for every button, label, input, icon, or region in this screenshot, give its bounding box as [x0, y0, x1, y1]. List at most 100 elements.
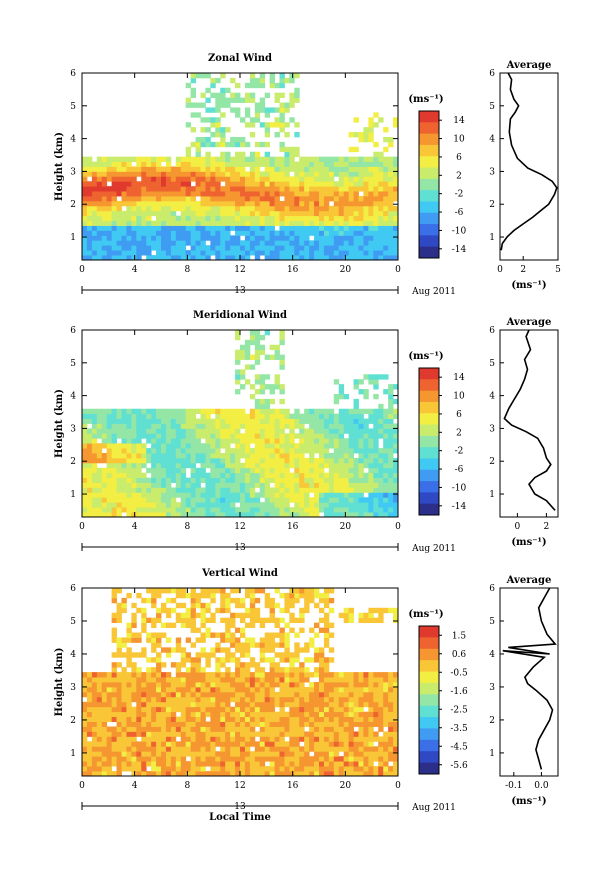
x-tick-label: 12 — [234, 265, 245, 275]
colorbar-label: -3.5 — [450, 724, 468, 734]
y-tick-label: 3 — [70, 167, 76, 177]
y-tick-label: 3 — [70, 424, 76, 434]
colorbar-label: -6 — [455, 208, 464, 218]
heatmap-field — [82, 588, 399, 777]
colorbar-swatch — [419, 458, 439, 471]
colorbar-swatch — [419, 626, 439, 638]
date-day-label: 13 — [234, 286, 246, 296]
x-tick-label: 0 — [395, 265, 401, 275]
panel-title: Zonal Wind — [208, 53, 272, 64]
colorbar: 1.5 0.6 -0.5 -1.6 -2.5 -3.5 -4.5 -5.6 — [418, 625, 468, 775]
colorbar-swatch — [419, 424, 439, 437]
profile-y-tick-label: 5 — [489, 102, 495, 112]
colorbar-swatch — [419, 660, 439, 673]
colorbar-swatch — [419, 235, 439, 248]
profile-y-tick-label: 6 — [489, 69, 495, 79]
colorbar-label: -2 — [455, 447, 464, 457]
profile-x-tick-label: 2 — [520, 265, 526, 275]
profile-y-tick-label: 4 — [489, 392, 495, 402]
colorbar-label: -2.5 — [450, 705, 468, 715]
profile-y-tick-label: 2 — [489, 716, 495, 726]
panel-title: Vertical Wind — [201, 568, 278, 579]
x-tick-label: 12 — [234, 522, 245, 532]
colorbar-frame — [418, 367, 440, 516]
colorbar-unit: (ms⁻¹) — [408, 351, 443, 362]
profile-y-tick-label: 3 — [489, 167, 495, 177]
profile-line — [502, 587, 557, 770]
colorbar-swatch — [419, 212, 439, 225]
profile-y-tick-label: 5 — [489, 617, 495, 627]
colorbar-label: 10 — [453, 392, 465, 402]
profile-y-tick-label: 5 — [489, 359, 495, 369]
profile-x-tick-label: 0 — [497, 265, 503, 275]
colorbar-swatch — [419, 481, 439, 493]
y-axis-label: Height (km) — [54, 132, 65, 201]
y-tick-label: 5 — [70, 359, 76, 369]
profile-title: Average — [506, 317, 552, 328]
y-tick-label: 3 — [70, 683, 76, 693]
profile-x-label: (ms⁻¹) — [511, 280, 546, 291]
y-tick-label: 2 — [70, 716, 76, 726]
x-tick-label: 16 — [287, 522, 299, 532]
colorbar-swatch — [419, 401, 439, 414]
colorbar-swatch — [419, 379, 439, 392]
x-tick-label: 12 — [234, 781, 245, 791]
date-month-label: Aug 2011 — [411, 287, 456, 297]
colorbar-unit: (ms⁻¹) — [408, 94, 443, 105]
colorbar-label: -5.6 — [450, 761, 468, 771]
colorbar-label: -14 — [452, 245, 467, 255]
y-tick-label: 4 — [70, 392, 76, 402]
colorbar-frame — [418, 625, 440, 775]
colorbar-swatch — [419, 648, 439, 661]
colorbar-swatch — [419, 111, 439, 123]
panel-title: Meridional Wind — [193, 310, 287, 321]
colorbar-label: 6 — [456, 410, 462, 420]
y-tick-label: 5 — [70, 617, 76, 627]
heatmap-field — [82, 73, 399, 261]
profile-y-tick-label: 4 — [489, 650, 495, 660]
colorbar-swatch — [419, 390, 439, 403]
colorbar-swatch — [419, 122, 439, 135]
x-tick-label: 8 — [184, 265, 190, 275]
colorbar-label: 10 — [453, 135, 465, 145]
x-tick-label: 20 — [340, 781, 352, 791]
colorbar-swatch — [419, 751, 439, 764]
profile-y-tick-label: 3 — [489, 424, 495, 434]
colorbar-swatch — [419, 144, 439, 157]
colorbar-swatch — [419, 762, 439, 775]
profile-x-tick-label: 0.0 — [534, 781, 549, 791]
y-tick-label: 2 — [70, 457, 76, 467]
profile-y-tick-label: 2 — [489, 457, 495, 467]
y-axis-label: Height (km) — [54, 389, 65, 458]
colorbar: 14 10 6 2 -2 -6 -10 -14 — [418, 110, 467, 259]
average-profile: Average 1 2 3 4 5 6 -0.1 0.0 (ms⁻¹) — [489, 575, 559, 807]
profile-title: Average — [506, 575, 552, 586]
colorbar-label: 14 — [453, 373, 465, 383]
x-tick-label: 16 — [287, 781, 299, 791]
average-profile: Average 1 2 3 4 5 6 0 2 (ms⁻¹) — [489, 317, 559, 548]
colorbar-unit: (ms⁻¹) — [408, 609, 443, 620]
profile-x-label: (ms⁻¹) — [511, 537, 546, 548]
colorbar-label: -2 — [455, 190, 464, 200]
colorbar-label: 2 — [456, 171, 462, 181]
x-tick-label: 0 — [395, 522, 401, 532]
colorbar-label: -4.5 — [450, 742, 468, 752]
colorbar-frame — [418, 110, 440, 259]
colorbar-swatch — [419, 637, 439, 650]
y-tick-label: 6 — [70, 584, 76, 594]
x-tick-label: 0 — [79, 265, 85, 275]
colorbar-swatch — [419, 469, 439, 482]
profile-frame — [499, 587, 559, 777]
y-tick-label: 6 — [70, 326, 76, 336]
profile-y-tick-label: 2 — [489, 200, 495, 210]
colorbar-swatch — [419, 503, 439, 516]
date-day-label: 13 — [234, 543, 246, 553]
colorbar-swatch — [419, 447, 439, 459]
colorbar-swatch — [419, 190, 439, 202]
colorbar-swatch — [419, 201, 439, 214]
y-tick-label: 4 — [70, 650, 76, 660]
x-tick-label: 20 — [340, 265, 352, 275]
colorbar-label: 14 — [453, 116, 465, 126]
profile-x-tick-label: 0 — [515, 522, 521, 532]
